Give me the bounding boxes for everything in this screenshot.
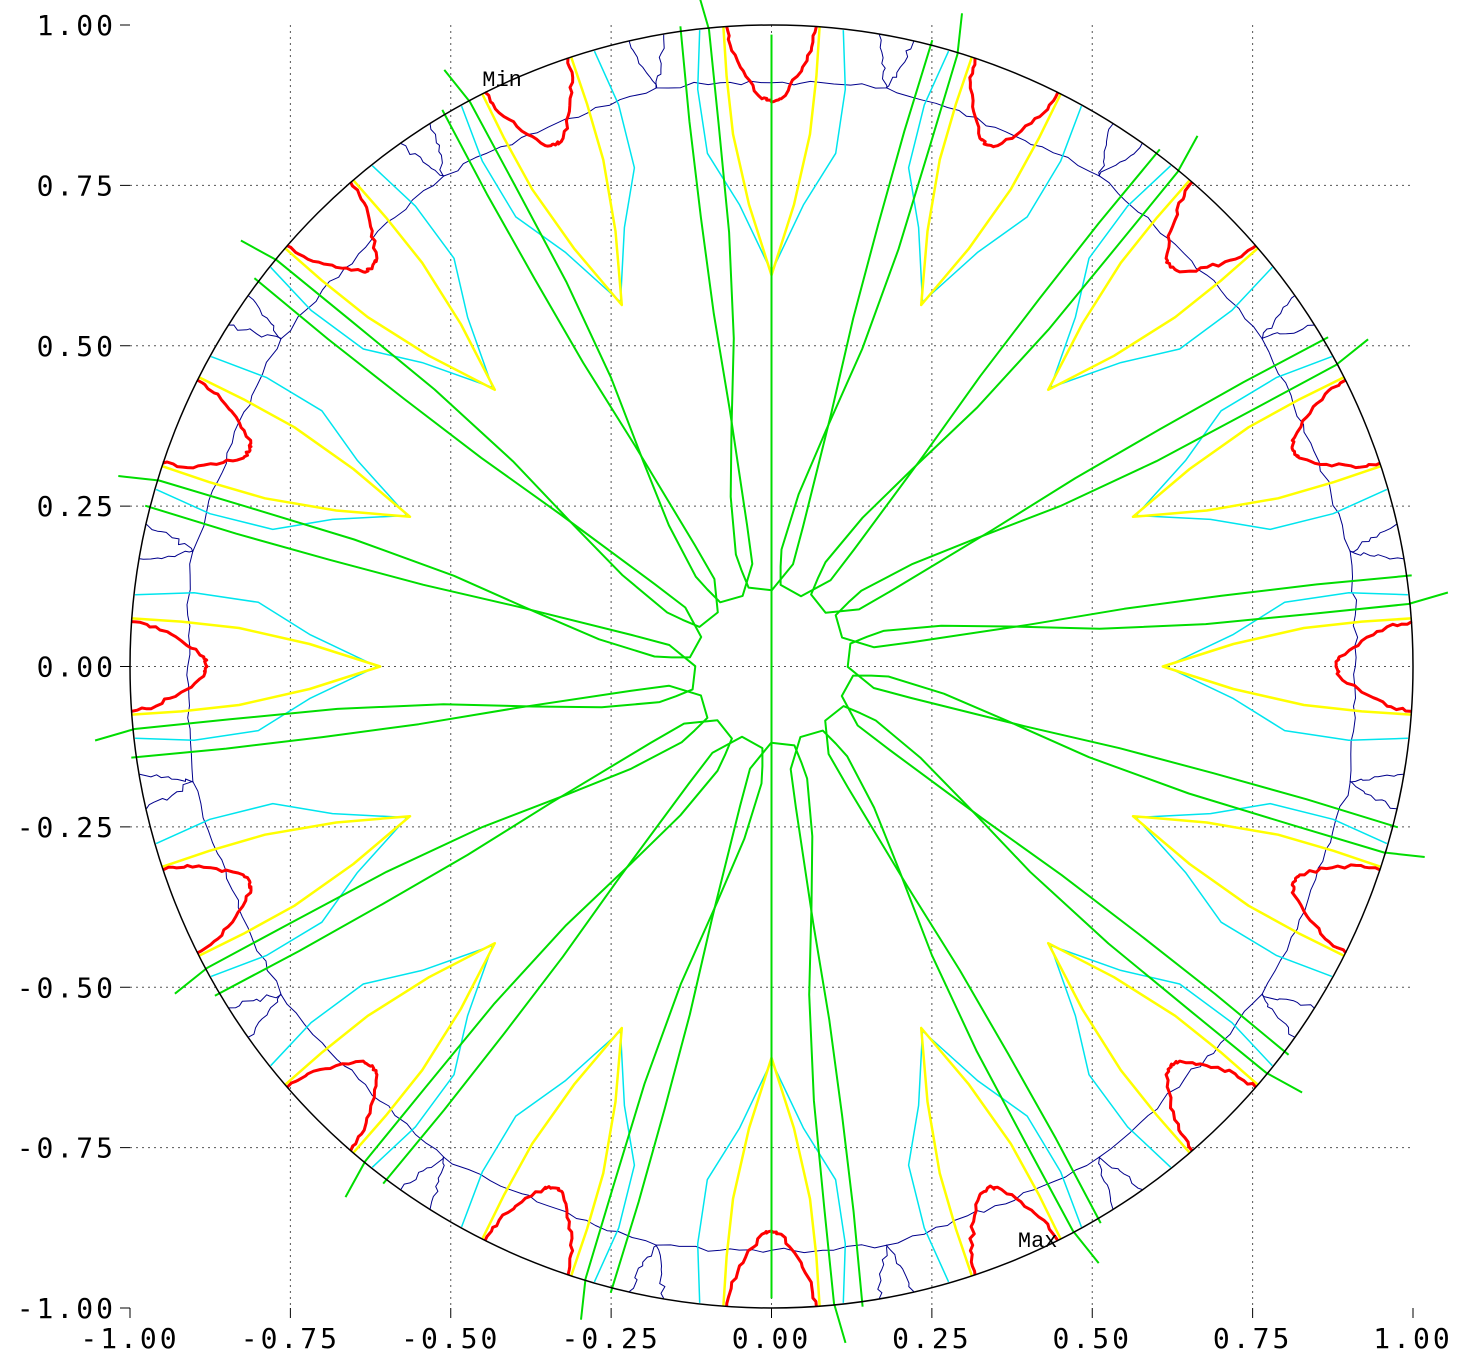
contour-line-level-3 bbox=[481, 56, 624, 307]
x-tick-label: -0.50 bbox=[401, 1322, 500, 1355]
contour-line-level-5 bbox=[609, 741, 847, 1344]
contour-line-level-2 bbox=[460, 1030, 636, 1283]
contour-line-level-4 bbox=[285, 1059, 379, 1152]
contour-line-level-5 bbox=[131, 684, 709, 995]
y-tick-label: -0.50 bbox=[17, 971, 116, 1004]
contour-line-level-1 bbox=[1098, 993, 1295, 1190]
annotations: Min Max bbox=[482, 68, 1057, 1254]
contour-line-level-2 bbox=[270, 944, 494, 1168]
contour-line-level-1 bbox=[885, 1156, 1114, 1292]
contour-line-level-4 bbox=[162, 863, 253, 955]
contour-line-level-1 bbox=[1349, 550, 1404, 783]
x-tick-label: -0.75 bbox=[241, 1322, 340, 1355]
contour-lines bbox=[94, 0, 1449, 1344]
contour-line-level-3 bbox=[919, 1026, 1062, 1277]
contour-line-level-5 bbox=[810, 135, 1329, 614]
contour-line-level-3 bbox=[1131, 814, 1382, 957]
contour-line-level-3 bbox=[919, 56, 1062, 307]
contour-line-level-3 bbox=[161, 814, 412, 957]
contour-line-level-2 bbox=[1049, 944, 1273, 1168]
contour-line-level-4 bbox=[483, 1185, 575, 1276]
contour-line-level-2 bbox=[155, 802, 408, 978]
contour-line-level-5 bbox=[699, 0, 934, 592]
y-tick-label: 0.25 bbox=[37, 490, 116, 523]
y-tick-label: -0.25 bbox=[17, 811, 116, 844]
annotation-min: Min bbox=[482, 68, 522, 93]
contour-line-level-5 bbox=[214, 719, 733, 1198]
contour-line-level-3 bbox=[284, 941, 497, 1154]
contour-line-level-2 bbox=[907, 50, 1083, 303]
contour-line-level-1 bbox=[248, 143, 445, 340]
contour-line-level-1 bbox=[1098, 143, 1295, 340]
contour-line-level-5 bbox=[779, 13, 1161, 598]
y-tick-label: -0.75 bbox=[17, 1132, 116, 1165]
axes bbox=[120, 24, 1414, 1318]
contour-line-level-3 bbox=[131, 617, 382, 716]
contour-line-level-2 bbox=[1135, 355, 1388, 531]
contour-line-level-4 bbox=[131, 620, 209, 713]
contour-line-level-5 bbox=[382, 735, 764, 1320]
tick-labels: 1.00 0.75 0.50 0.25 0.00 -0.25 -0.50 -0.75 -1.00… bbox=[17, 9, 1452, 1355]
contour-line-level-4 bbox=[286, 181, 379, 274]
contour-line-level-1 bbox=[885, 41, 1114, 177]
x-tick-label: 0.25 bbox=[892, 1322, 971, 1355]
contour-line-level-4 bbox=[1164, 180, 1257, 274]
contour-line-level-5 bbox=[846, 591, 1449, 829]
contour-line-level-3 bbox=[1046, 941, 1259, 1154]
contour-line-level-4 bbox=[1290, 378, 1381, 470]
x-tick-label: 0.50 bbox=[1053, 1322, 1132, 1355]
contour-line-level-4 bbox=[1290, 863, 1381, 954]
contour-line-level-5 bbox=[840, 674, 1425, 1056]
contour-line-level-4 bbox=[968, 57, 1060, 149]
y-tick-label: 0.00 bbox=[37, 651, 116, 684]
contour-line-level-4 bbox=[1164, 1059, 1258, 1152]
contour-line-level-5 bbox=[824, 705, 1303, 1224]
contour-line-level-3 bbox=[1131, 376, 1382, 519]
contour-line-level-5 bbox=[118, 277, 703, 659]
y-tick-label: 0.50 bbox=[37, 330, 116, 363]
y-tick-label: 0.75 bbox=[37, 169, 116, 202]
contour-line-level-5 bbox=[94, 504, 697, 742]
contour-line-level-3 bbox=[481, 1026, 624, 1277]
contour-line-level-1 bbox=[1261, 324, 1397, 553]
contour-line-level-3 bbox=[284, 179, 497, 392]
contour-line-level-4 bbox=[484, 57, 575, 148]
contour-line-level-1 bbox=[248, 993, 445, 1190]
contour-line-level-2 bbox=[1049, 165, 1273, 389]
contour-line-level-3 bbox=[1161, 617, 1412, 716]
contour-line-level-5 bbox=[834, 338, 1412, 649]
contour-line-level-1 bbox=[429, 41, 658, 177]
contour-line-level-5 bbox=[240, 109, 719, 628]
contour-line-level-4 bbox=[162, 378, 253, 470]
contour-line-level-3 bbox=[1046, 179, 1259, 392]
x-tick-label: -0.25 bbox=[561, 1322, 660, 1355]
contour-line-level-1 bbox=[429, 1156, 658, 1292]
y-tick-label: -1.00 bbox=[17, 1292, 116, 1325]
contour-line-level-5 bbox=[443, 26, 754, 604]
contour-line-level-4 bbox=[1334, 620, 1413, 713]
contour-line-level-4 bbox=[968, 1184, 1060, 1276]
contour-line-level-2 bbox=[1135, 802, 1388, 978]
y-tick-label: 1.00 bbox=[37, 9, 116, 42]
contour-line-level-2 bbox=[155, 355, 408, 531]
x-tick-label: 0.00 bbox=[732, 1322, 811, 1355]
contour-line-level-1 bbox=[146, 780, 282, 1009]
contour-line-level-1 bbox=[139, 550, 194, 783]
x-tick-label: -1.00 bbox=[80, 1322, 179, 1355]
x-tick-label: 0.75 bbox=[1213, 1322, 1292, 1355]
contour-line-level-1 bbox=[146, 324, 282, 553]
contour-line-level-2 bbox=[270, 165, 494, 389]
contour-line-level-5 bbox=[789, 729, 1100, 1307]
contour-line-level-2 bbox=[1165, 591, 1408, 742]
x-tick-label: 1.00 bbox=[1373, 1322, 1452, 1355]
annotation-max: Max bbox=[1018, 1229, 1058, 1254]
contour-line-level-1 bbox=[1261, 780, 1397, 1009]
contour-line-level-3 bbox=[161, 376, 412, 519]
